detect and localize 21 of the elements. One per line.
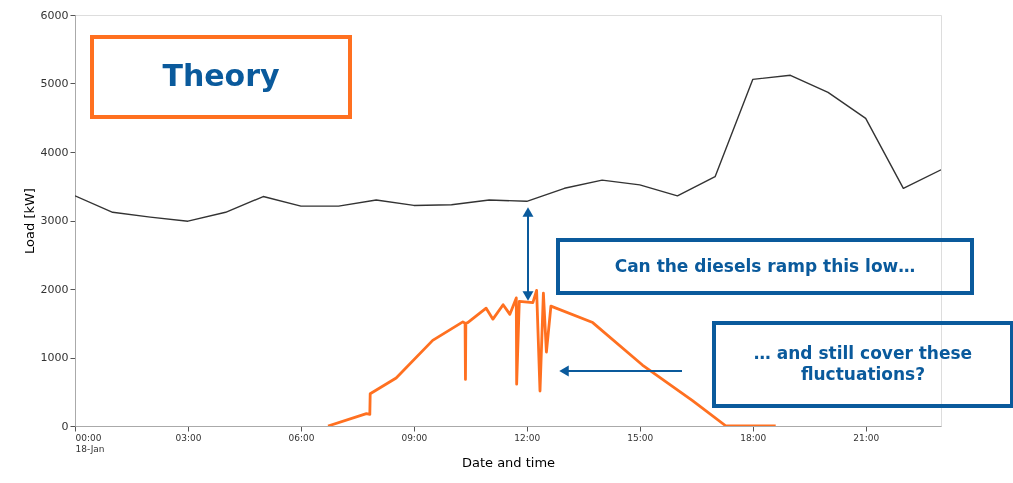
y-tick-label: 1000 (40, 351, 69, 364)
x-tick-label: 18:00 (740, 432, 767, 443)
annotation: … and still cover these fluctuations? (753, 342, 973, 385)
y-tick-label: 4000 (40, 145, 69, 159)
line-series (326, 288, 778, 426)
x-axis-title: Date and time (461, 454, 556, 470)
x-tick-label: 03:00 (175, 432, 202, 443)
x-tick-label: 21:00 (853, 432, 880, 443)
x-tick-label: 06:00 (288, 432, 315, 443)
y-axis-title: Load [kW] (21, 188, 37, 254)
annotation: Theory (162, 58, 280, 93)
y-tick-label: 5000 (40, 77, 69, 90)
y-tick-label: 3000 (40, 214, 69, 227)
x-tick-label: 15:00 (627, 432, 654, 443)
x-tick-label: 09:00 (401, 432, 428, 443)
annotation: Can the diesels ramp this low… (614, 255, 916, 276)
x-tick-label: 00:00 18-Jan (75, 432, 105, 454)
y-tick-label: 2000 (40, 282, 69, 296)
y-tick-label: 0 (61, 419, 69, 433)
x-tick-label: 12:00 (514, 432, 541, 443)
y-tick-label: 6000 (40, 8, 69, 22)
